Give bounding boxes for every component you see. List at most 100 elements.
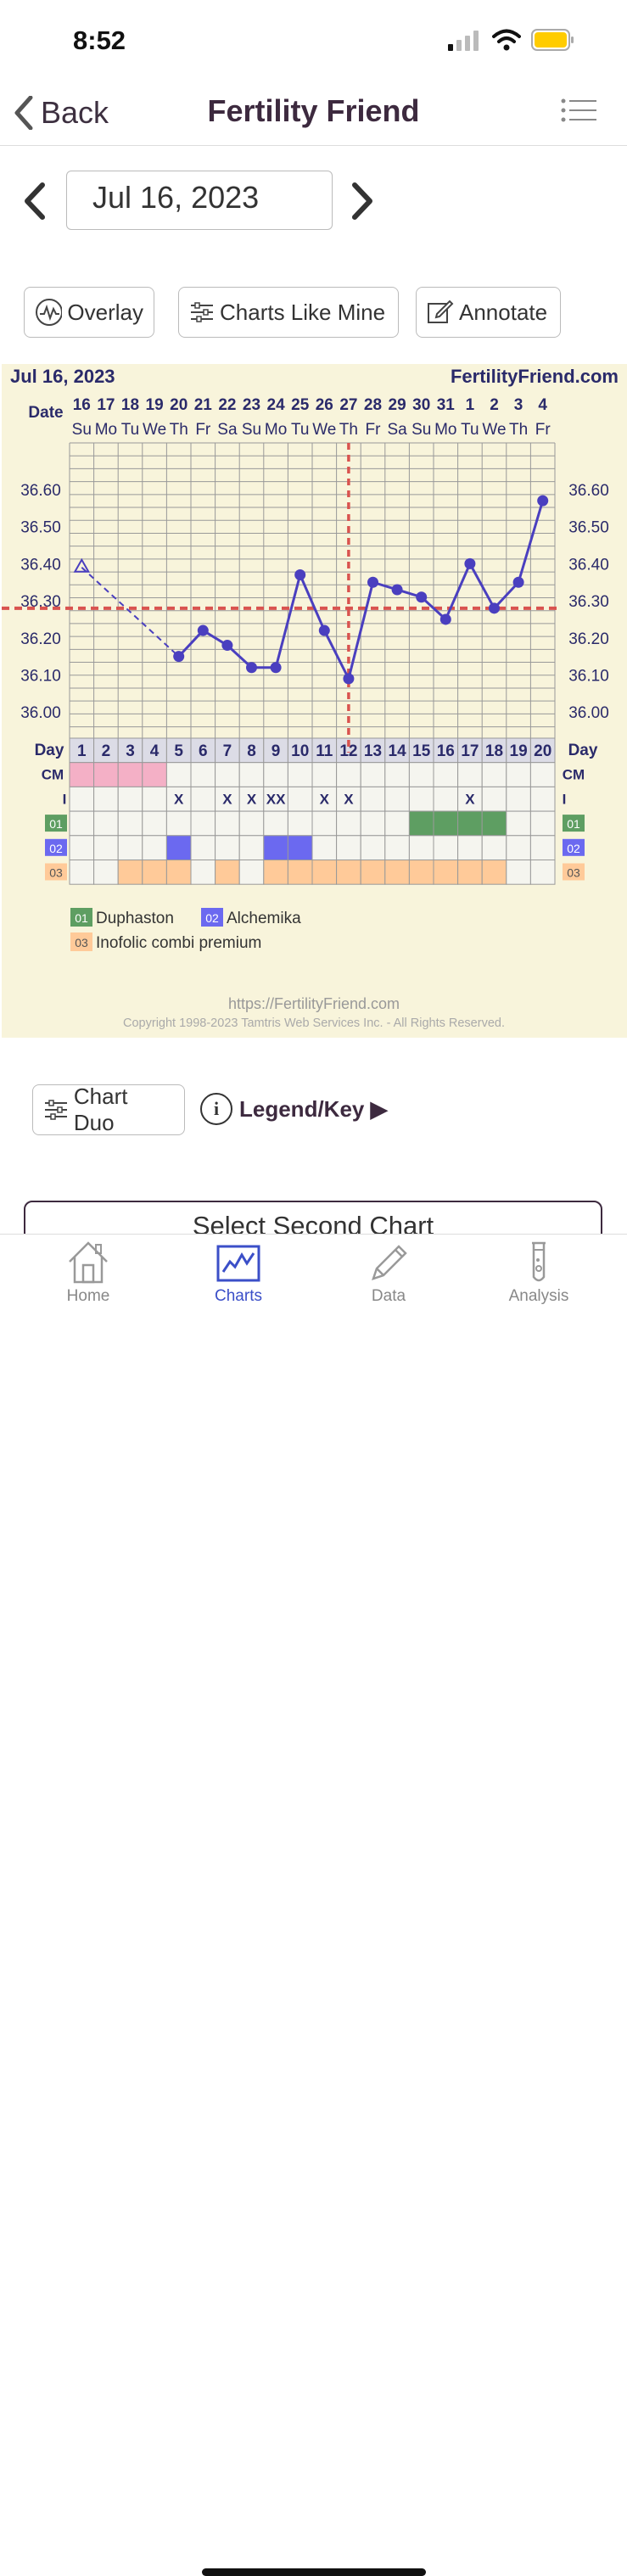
table-cell <box>238 835 265 860</box>
tab-charts[interactable]: Charts <box>160 1235 316 1328</box>
table-cell <box>529 786 556 812</box>
table-cell <box>190 737 216 764</box>
day-number: 8 <box>247 742 256 760</box>
chart-duo-button[interactable]: Chart Duo <box>32 1084 185 1135</box>
temp-point-open <box>73 557 91 573</box>
table-cell <box>263 737 288 764</box>
day-number: 11 <box>316 742 333 760</box>
tab-data[interactable]: Data <box>311 1235 467 1328</box>
y-tick-label-right: 36.10 <box>568 668 609 686</box>
day-number: 7 <box>223 742 232 760</box>
date-tick-label: 25 <box>291 396 310 414</box>
weekday-tick-label: Su <box>242 421 261 439</box>
table-cell <box>142 860 167 885</box>
y-tick-label-left: 36.40 <box>20 556 61 574</box>
table-cell <box>336 762 361 787</box>
legend-key-link[interactable]: i Legend/Key ▶ <box>200 1093 388 1125</box>
weekday-tick-label: Sa <box>217 421 238 439</box>
date-field[interactable]: Jul 16, 2023 <box>66 171 333 230</box>
table-cell <box>408 786 434 812</box>
temp-point <box>318 624 330 636</box>
day-number: 18 <box>485 742 503 760</box>
table-cell <box>238 762 265 787</box>
list-menu-icon[interactable] <box>561 98 596 124</box>
weekday-tick-label: Su <box>411 421 431 439</box>
table-cell <box>117 810 143 837</box>
temp-point <box>367 576 378 588</box>
table-cell <box>165 737 192 764</box>
y-tick-label-right: 36.20 <box>568 630 609 648</box>
table-cell <box>165 835 192 860</box>
date-tick-label: 17 <box>97 396 115 414</box>
table-cell <box>238 860 265 885</box>
page-title: Fertility Friend <box>207 93 420 128</box>
table-cell <box>506 860 531 885</box>
date-tick-label: 22 <box>218 396 236 414</box>
y-tick-label-right: 36.60 <box>568 482 609 500</box>
next-date-button[interactable] <box>350 182 375 221</box>
y-tick-label-right: 36.00 <box>568 704 609 722</box>
tab-data-label: Data <box>371 1287 406 1305</box>
table-cell <box>311 860 338 885</box>
table-cell <box>263 762 288 787</box>
table-cell <box>190 762 216 787</box>
table-cell <box>457 762 483 787</box>
annotate-button[interactable]: Annotate <box>416 287 561 338</box>
tab-analysis[interactable]: Analysis <box>461 1235 617 1328</box>
tab-analysis-label: Analysis <box>508 1287 569 1305</box>
table-cell <box>481 835 507 860</box>
previous-date-button[interactable] <box>22 182 48 221</box>
intercourse-mark: X <box>222 791 232 807</box>
overlay-button[interactable]: Overlay <box>24 287 154 338</box>
temp-line <box>347 581 374 680</box>
temp-line <box>517 500 545 583</box>
table-cell <box>384 860 410 885</box>
table-cell <box>165 810 192 837</box>
med-code-badge-right-text: 02 <box>567 842 580 855</box>
table-cell <box>408 835 434 860</box>
table-cell <box>287 860 313 885</box>
cm-row-label-right: CM <box>563 767 585 783</box>
intercourse-mark: X <box>247 791 257 807</box>
charts-icon <box>216 1245 260 1282</box>
temp-line <box>468 563 495 609</box>
day-number: 2 <box>102 742 111 760</box>
temp-point <box>343 673 355 685</box>
temp-point <box>512 576 524 588</box>
table-cell <box>215 737 240 764</box>
wifi-icon <box>492 29 521 51</box>
table-cell <box>263 860 288 885</box>
y-tick-label-left: 36.50 <box>20 519 61 537</box>
med-code-badge-left-text: 01 <box>49 817 63 831</box>
intercourse-mark: X <box>344 791 354 807</box>
date-tick-label: 3 <box>514 396 523 414</box>
date-tick-label: 27 <box>339 396 357 414</box>
day-row-label-right: Day <box>568 742 598 759</box>
back-button[interactable]: Back <box>12 92 109 134</box>
table-cell <box>457 835 483 860</box>
temp-point <box>489 602 500 614</box>
table-cell <box>384 810 410 837</box>
table-cell <box>360 786 386 812</box>
table-cell <box>190 786 216 812</box>
table-cell <box>311 762 338 787</box>
med-code-badge-left-text: 03 <box>49 866 63 880</box>
status-bar: 8:52 <box>0 0 627 81</box>
temp-point <box>173 651 185 663</box>
weekday-tick-label: We <box>482 421 506 439</box>
table-cell <box>311 737 338 764</box>
table-cell <box>529 810 556 837</box>
sliders-icon <box>45 1100 67 1120</box>
pencil-icon <box>372 1245 407 1280</box>
tab-home[interactable]: Home <box>10 1235 166 1328</box>
temp-line <box>177 630 204 658</box>
date-tick-label: 30 <box>412 396 430 414</box>
home-indicator <box>202 2568 426 2576</box>
day-number: 17 <box>461 742 479 760</box>
table-cell <box>384 762 410 787</box>
charts-like-mine-button[interactable]: Charts Like Mine <box>178 287 399 338</box>
weekday-tick-label: We <box>143 421 166 439</box>
table-cell <box>384 835 410 860</box>
y-tick-label-right: 36.50 <box>568 519 609 537</box>
copyright-text: Copyright 1998-2023 Tamtris Web Services… <box>123 1016 505 1030</box>
